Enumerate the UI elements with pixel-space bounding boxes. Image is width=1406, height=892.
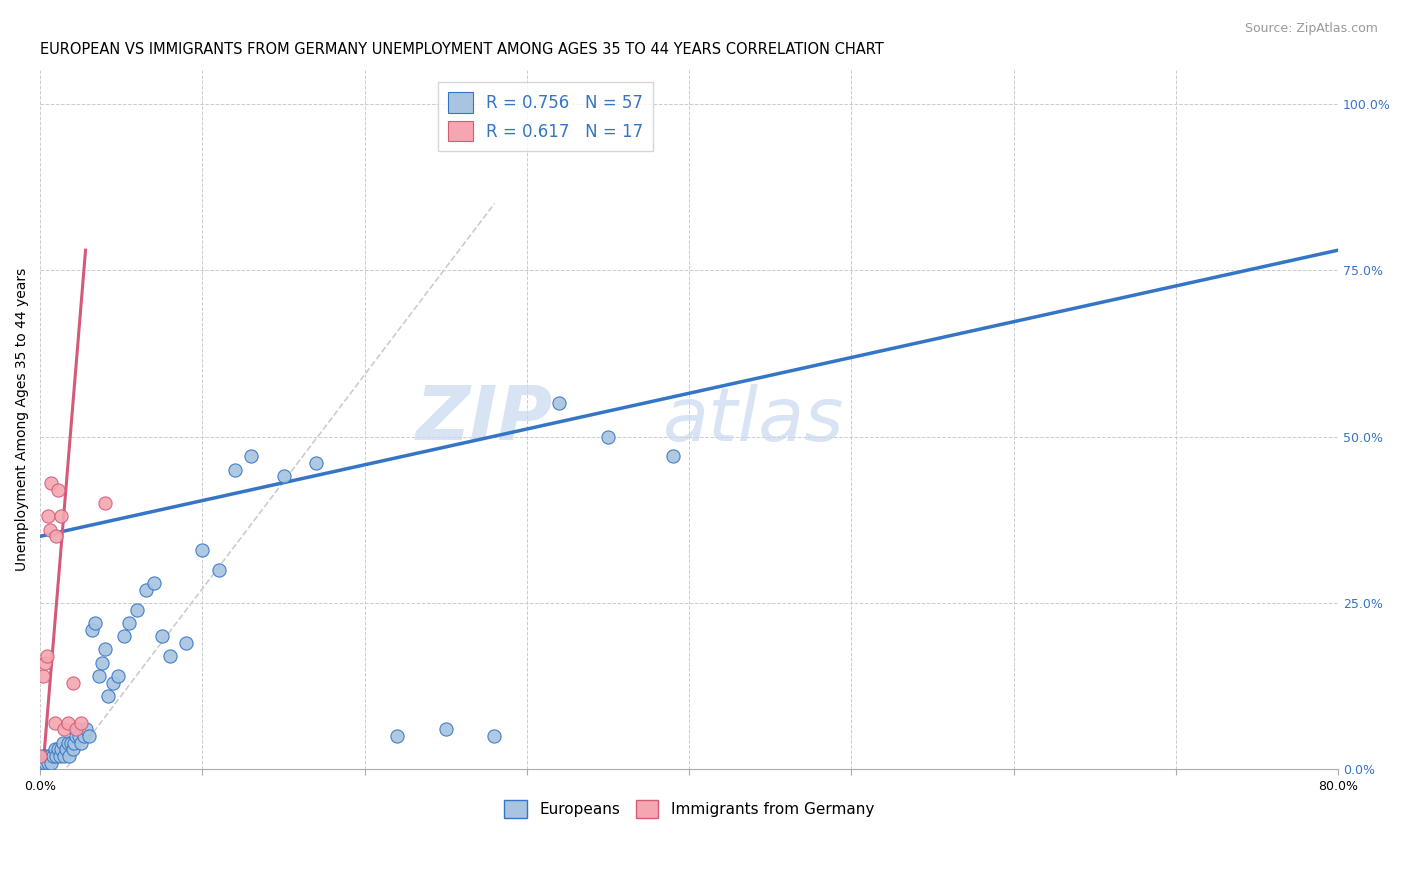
Point <box>75 723 97 737</box>
Point <box>662 450 685 464</box>
Point <box>66 723 89 737</box>
Point <box>484 729 506 743</box>
Point <box>97 689 120 703</box>
Point <box>87 669 110 683</box>
Point <box>62 742 84 756</box>
Point <box>207 563 229 577</box>
Point <box>240 450 263 464</box>
Point <box>596 429 619 443</box>
Point <box>35 749 58 764</box>
Point <box>53 749 76 764</box>
Point <box>32 669 55 683</box>
Point <box>142 576 165 591</box>
Legend: Europeans, Immigrants from Germany: Europeans, Immigrants from Germany <box>498 794 880 824</box>
Point <box>46 742 69 756</box>
Point <box>69 715 91 730</box>
Point <box>135 582 157 597</box>
Point <box>52 736 75 750</box>
Point <box>174 636 197 650</box>
Point <box>56 715 79 730</box>
Point <box>127 602 149 616</box>
Point <box>34 656 56 670</box>
Point <box>101 675 124 690</box>
Point <box>114 629 136 643</box>
Point <box>224 463 246 477</box>
Point <box>30 749 52 764</box>
Point <box>385 729 408 743</box>
Point <box>37 756 59 770</box>
Point <box>44 715 66 730</box>
Point <box>118 615 141 630</box>
Text: ZIP: ZIP <box>416 384 553 457</box>
Point <box>159 649 181 664</box>
Point <box>65 729 87 743</box>
Point <box>94 496 117 510</box>
Point <box>63 736 86 750</box>
Point <box>65 723 87 737</box>
Point <box>84 615 107 630</box>
Point <box>37 509 59 524</box>
Point <box>31 756 53 770</box>
Point <box>69 736 91 750</box>
Point <box>46 483 69 497</box>
Text: EUROPEAN VS IMMIGRANTS FROM GERMANY UNEMPLOYMENT AMONG AGES 35 TO 44 YEARS CORRE: EUROPEAN VS IMMIGRANTS FROM GERMANY UNEM… <box>41 42 884 57</box>
Point <box>55 742 77 756</box>
Point <box>67 729 90 743</box>
Y-axis label: Unemployment Among Ages 35 to 44 years: Unemployment Among Ages 35 to 44 years <box>15 268 30 572</box>
Point <box>45 749 67 764</box>
Point <box>38 749 60 764</box>
Point <box>44 742 66 756</box>
Point <box>34 756 56 770</box>
Point <box>45 529 67 543</box>
Point <box>38 523 60 537</box>
Point <box>42 749 65 764</box>
Point <box>59 736 82 750</box>
Point <box>77 729 100 743</box>
Point <box>62 675 84 690</box>
Point <box>51 509 73 524</box>
Point <box>107 669 129 683</box>
Point <box>56 736 79 750</box>
Point <box>51 742 73 756</box>
Point <box>41 476 63 491</box>
Point <box>434 723 457 737</box>
Point <box>94 642 117 657</box>
Point <box>32 749 55 764</box>
Point <box>48 749 70 764</box>
Text: atlas: atlas <box>664 384 845 456</box>
Point <box>80 623 103 637</box>
Point <box>53 723 76 737</box>
Point <box>41 756 63 770</box>
Text: Source: ZipAtlas.com: Source: ZipAtlas.com <box>1244 22 1378 36</box>
Point <box>548 396 571 410</box>
Point <box>191 542 214 557</box>
Point <box>73 729 96 743</box>
Point <box>90 656 112 670</box>
Point <box>35 649 58 664</box>
Point <box>273 469 295 483</box>
Point <box>150 629 173 643</box>
Point <box>58 749 80 764</box>
Point <box>305 456 328 470</box>
